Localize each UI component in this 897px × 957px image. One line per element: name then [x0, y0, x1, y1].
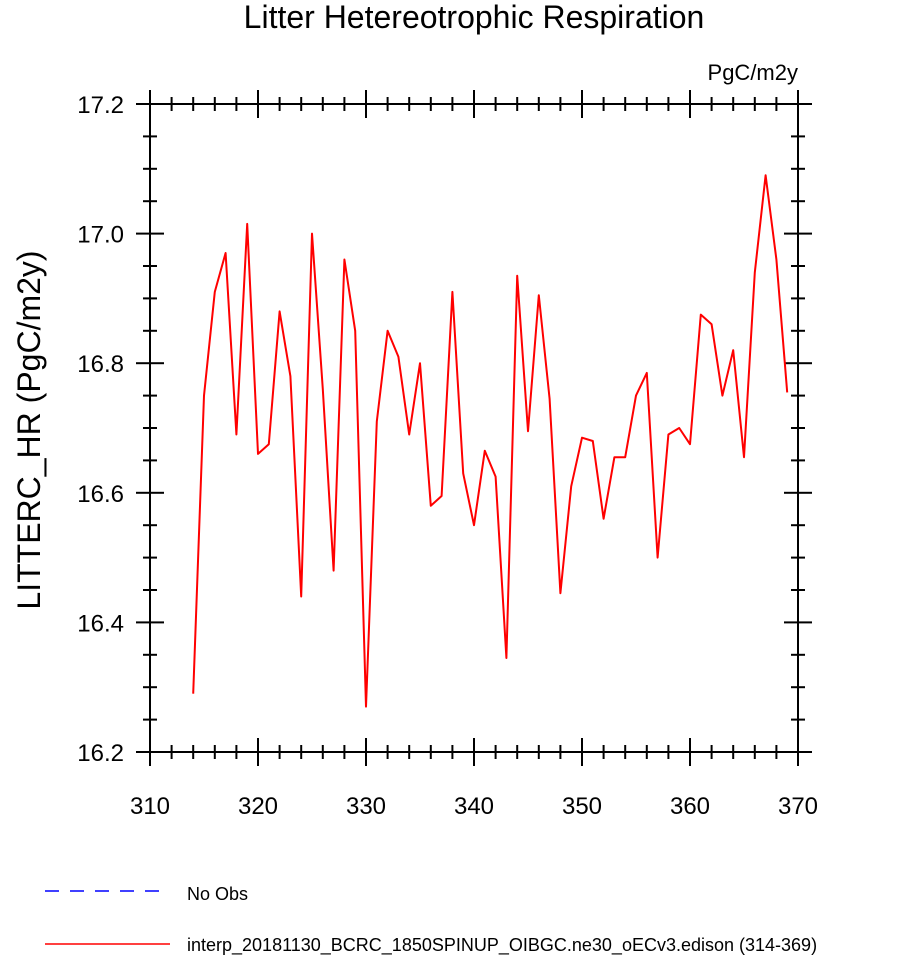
y-tick-label: 16.8	[77, 351, 124, 378]
x-tick-label: 330	[346, 793, 386, 820]
x-tick-label: 350	[562, 793, 602, 820]
chart-title: Litter Hetereotrophic Respiration	[244, 0, 705, 35]
series-line	[192, 174, 789, 708]
x-tick-label: 320	[238, 793, 278, 820]
y-tick-label: 16.4	[77, 610, 124, 637]
plot-area	[149, 103, 799, 753]
series-group	[192, 174, 789, 708]
x-tick-label: 370	[778, 793, 818, 820]
x-tick-label: 360	[670, 793, 710, 820]
y-axis-label: LITTERC_HR (PgC/m2y)	[11, 250, 47, 609]
x-tick-label: 340	[454, 793, 494, 820]
axis-ticks	[136, 90, 812, 766]
units-label: PgC/m2y	[708, 60, 798, 85]
y-tick-label: 16.2	[77, 740, 124, 767]
legend-label-no-obs: No Obs	[187, 884, 248, 904]
legend-label-model: interp_20181130_BCRC_1850SPINUP_OIBGC.ne…	[187, 935, 817, 956]
legend: No Obs interp_20181130_BCRC_1850SPINUP_O…	[45, 884, 817, 956]
axis-tick-labels: 310 320 330 340 350 360 370 16.2 16.4 16.6 16.8 17.…	[77, 92, 818, 820]
y-tick-label: 17.2	[77, 92, 124, 119]
x-tick-label: 310	[130, 793, 170, 820]
y-tick-label: 17.0	[77, 222, 124, 249]
y-tick-label: 16.6	[77, 481, 124, 508]
